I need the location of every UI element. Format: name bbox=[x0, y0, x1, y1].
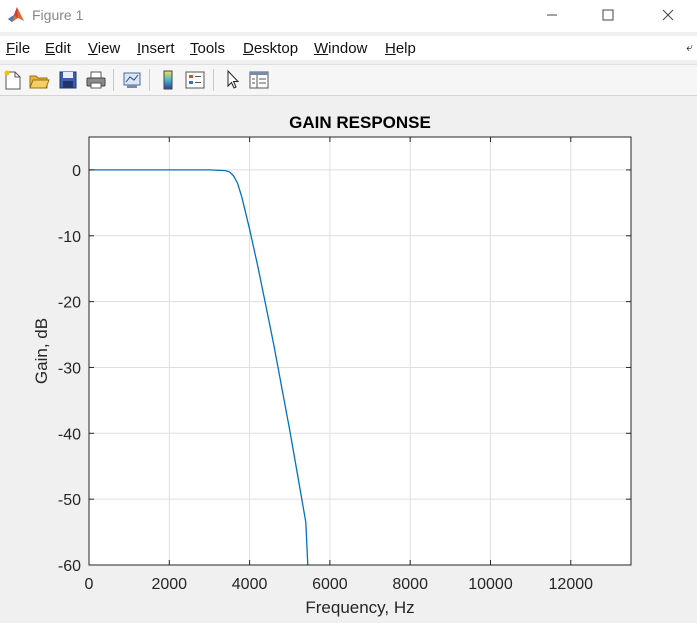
menu-bar: File Edit View Insert Tools Desktop Wind… bbox=[0, 36, 697, 60]
window-title: Figure 1 bbox=[32, 7, 84, 23]
print-icon[interactable] bbox=[85, 69, 107, 91]
menu-help[interactable]: Help bbox=[385, 40, 416, 57]
x-tick-label: 0 bbox=[85, 576, 94, 593]
series-group bbox=[89, 169, 309, 566]
edit-plot-arrow-icon[interactable] bbox=[222, 69, 244, 91]
menu-file[interactable]: File bbox=[6, 40, 31, 57]
plot-area[interactable] bbox=[89, 137, 631, 565]
y-tick-label: -50 bbox=[58, 492, 81, 509]
dock-arrow-icon[interactable]: ⤶ bbox=[686, 40, 693, 54]
minimize-icon bbox=[547, 14, 557, 16]
gain-response-chart[interactable]: GAIN RESPONSE 0 2000 4000 6000 8000 10000 1200… bbox=[0, 96, 697, 618]
maximize-icon bbox=[602, 9, 614, 21]
close-button[interactable] bbox=[645, 0, 691, 30]
property-inspector-icon[interactable] bbox=[248, 69, 270, 91]
colorbar-icon[interactable] bbox=[157, 69, 179, 91]
figure-toolbar bbox=[0, 64, 697, 96]
window-titlebar: Figure 1 bbox=[0, 0, 697, 32]
menu-edit[interactable]: Edit bbox=[45, 40, 71, 57]
menu-insert[interactable]: Insert bbox=[137, 40, 175, 57]
legend-icon[interactable] bbox=[184, 69, 206, 91]
x-tick-label: 10000 bbox=[468, 576, 513, 593]
x-tick-label: 2000 bbox=[151, 576, 187, 593]
x-tick-label: 6000 bbox=[312, 576, 348, 593]
y-tick-label: -10 bbox=[58, 229, 81, 246]
y-tick-label: -20 bbox=[58, 295, 81, 312]
menu-tools[interactable]: Tools bbox=[190, 40, 226, 57]
figure-canvas: GAIN RESPONSE 0 2000 4000 6000 8000 10000 1200… bbox=[0, 96, 697, 618]
x-tick-label: 4000 bbox=[232, 576, 268, 593]
gain-response-line bbox=[89, 169, 309, 566]
tick-labels: 0 2000 4000 6000 8000 10000 12000 0 -10 -20 -30 -40… bbox=[58, 163, 593, 593]
y-tick-label: -60 bbox=[58, 558, 81, 575]
x-tick-label: 8000 bbox=[392, 576, 428, 593]
x-tick-label: 12000 bbox=[549, 576, 594, 593]
x-axis-label: Frequency, Hz bbox=[305, 598, 414, 617]
y-tick-label: 0 bbox=[72, 163, 81, 180]
save-icon[interactable] bbox=[57, 69, 79, 91]
axes-frame bbox=[88, 136, 632, 566]
link-plot-icon[interactable] bbox=[121, 69, 143, 91]
maximize-button[interactable] bbox=[585, 0, 631, 30]
close-icon bbox=[662, 9, 674, 21]
toolbar-separator bbox=[213, 69, 214, 91]
y-tick-label: -40 bbox=[58, 426, 81, 443]
new-figure-icon[interactable] bbox=[2, 69, 24, 91]
y-tick-label: -30 bbox=[58, 360, 81, 377]
menu-view[interactable]: View bbox=[88, 40, 121, 57]
toolbar-separator bbox=[149, 69, 150, 91]
matlab-logo-icon bbox=[8, 7, 24, 22]
menu-window[interactable]: Window bbox=[314, 40, 368, 57]
menu-desktop[interactable]: Desktop bbox=[243, 40, 299, 57]
minimize-button[interactable] bbox=[529, 0, 575, 30]
open-file-icon[interactable] bbox=[28, 69, 50, 91]
chart-title: GAIN RESPONSE bbox=[289, 113, 431, 132]
y-axis-label: Gain, dB bbox=[32, 318, 51, 384]
toolbar-separator bbox=[113, 69, 114, 91]
axes-box bbox=[88, 136, 632, 566]
